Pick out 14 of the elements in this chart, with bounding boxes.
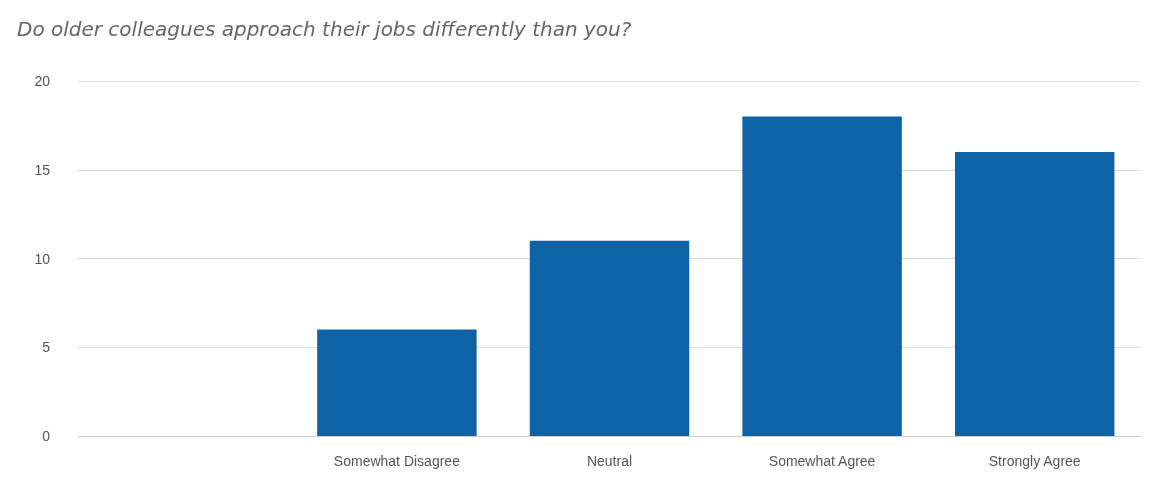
x-tick-label: Neutral <box>586 453 633 469</box>
y-tick-label: 5 <box>42 339 51 356</box>
x-tick-label: Somewhat Agree <box>768 453 876 469</box>
y-tick-label: 20 <box>34 73 51 89</box>
bar <box>954 152 1115 436</box>
bar <box>317 329 477 436</box>
y-tick-label: 0 <box>42 428 51 444</box>
chart-title: Do older colleagues approach their jobs differently than you? <box>17 17 632 41</box>
bar <box>742 116 902 436</box>
y-tick-label: 15 <box>34 161 51 178</box>
y-tick-label: 10 <box>34 250 51 267</box>
bar <box>529 240 690 436</box>
x-tick-label: Strongly Agree <box>988 453 1081 469</box>
x-tick-label: Somewhat Disagree <box>333 453 461 469</box>
